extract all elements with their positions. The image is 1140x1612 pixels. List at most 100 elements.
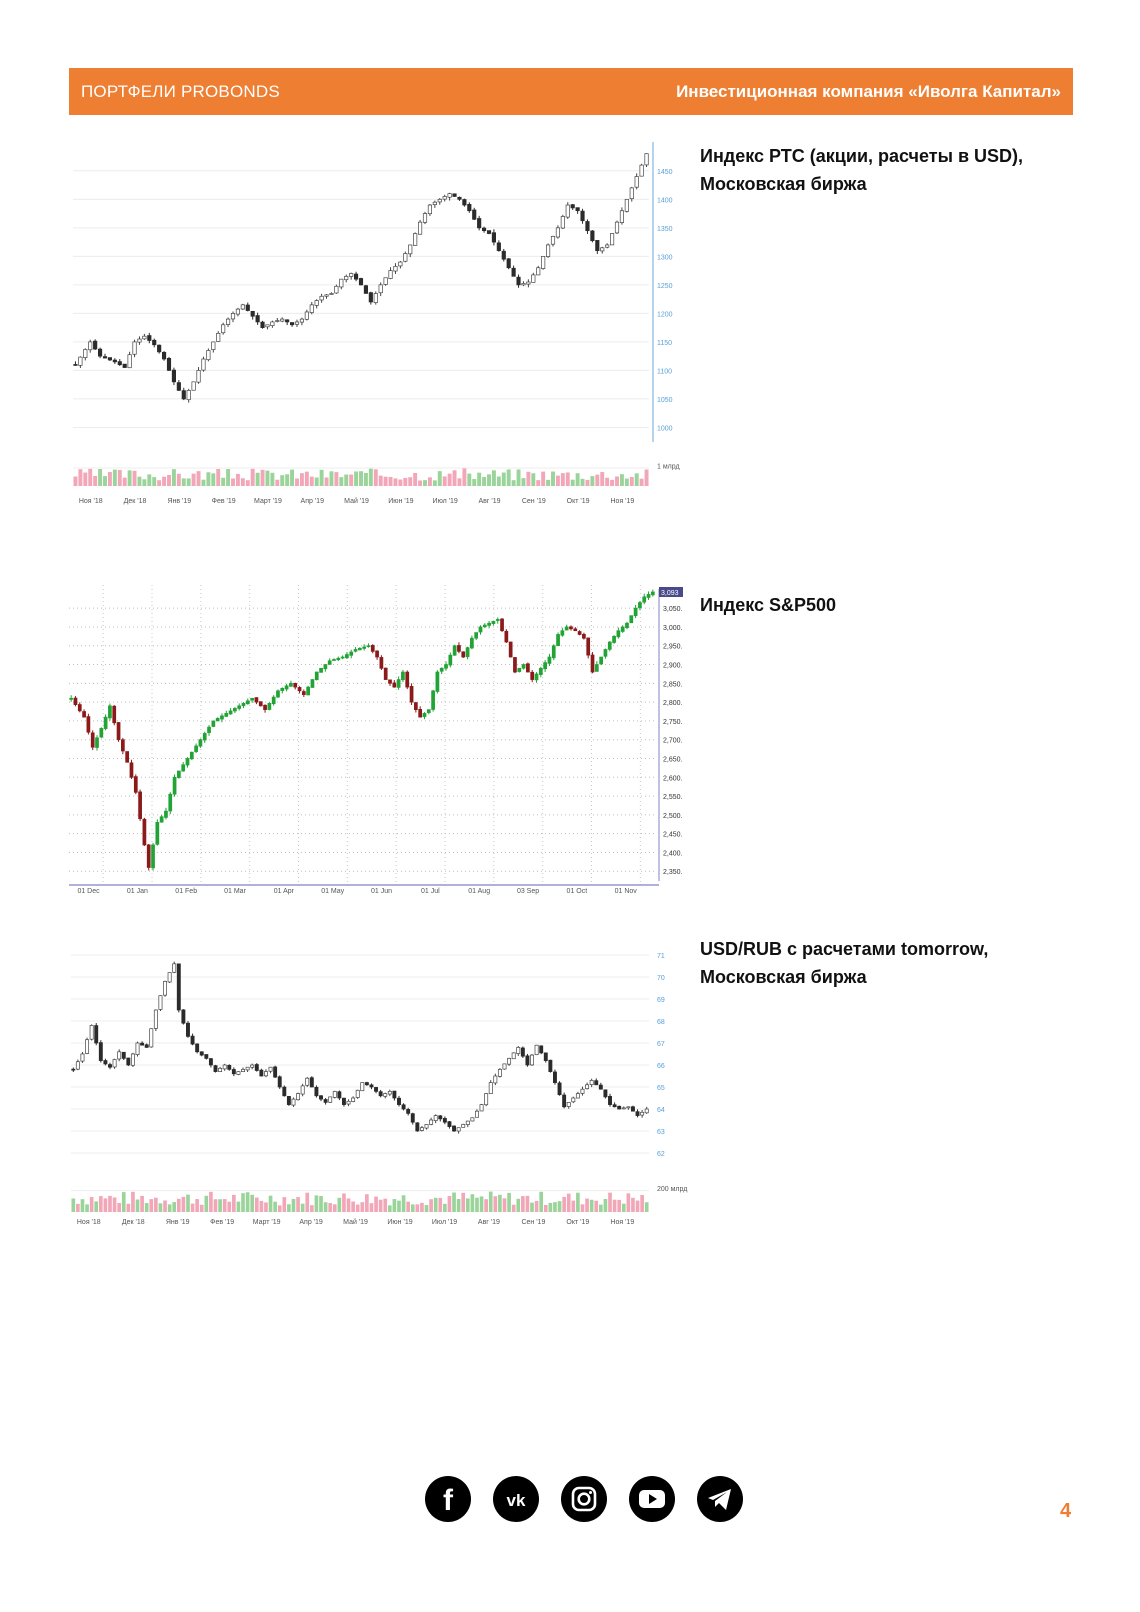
volume-bar [521, 1196, 525, 1212]
volume-bar [270, 472, 275, 486]
candle-body [408, 244, 413, 255]
candle-body [370, 645, 375, 652]
candle-body [543, 662, 547, 670]
volume-bar [603, 1198, 608, 1212]
volume-bar [121, 1192, 126, 1212]
candle-body [189, 751, 194, 760]
y-tick-label: 2,450. [663, 832, 683, 839]
volume-bar [131, 1191, 135, 1212]
candle-body [594, 664, 599, 672]
candle-body [536, 267, 541, 276]
x-tick-label: 01 Mar [224, 888, 246, 895]
candle-body [280, 687, 285, 691]
candle-body [612, 635, 616, 643]
candle-body [171, 369, 176, 383]
candle-body [511, 267, 516, 277]
instagram-icon[interactable] [561, 1476, 607, 1522]
volume-bar [363, 472, 368, 486]
candle-body [488, 1082, 493, 1095]
candle-body [461, 651, 466, 658]
candle-body [447, 1121, 452, 1127]
candle-body [560, 216, 565, 229]
volume-bar [562, 1196, 566, 1212]
volume-bar [447, 1196, 452, 1212]
volume-bar [507, 1192, 511, 1212]
candle-body [90, 732, 95, 748]
candle-body [638, 602, 642, 609]
volume-bar [245, 480, 250, 486]
volume-bar [196, 471, 201, 486]
volume-bar [383, 1198, 388, 1212]
candle-body [236, 1071, 241, 1075]
volume-bar [245, 1192, 250, 1212]
volume-bar [98, 469, 103, 486]
volume-bar [387, 1205, 392, 1212]
volume-bar [477, 472, 482, 486]
y-tick-label: 2,350. [663, 869, 683, 876]
volume-bar [496, 476, 501, 486]
volume-bar [605, 477, 610, 486]
candle-body [83, 349, 88, 358]
svg-text:vk: vk [507, 1491, 526, 1510]
candle-body [280, 318, 285, 322]
candle-body [363, 285, 368, 294]
candle-body [599, 656, 603, 665]
candle-body [319, 667, 323, 673]
volume-bar [98, 1196, 103, 1212]
candle-body [550, 236, 556, 245]
candle-body [413, 233, 418, 246]
x-tick-label: Окт '19 [567, 498, 590, 505]
candle-body [547, 656, 552, 664]
candle-body [431, 690, 435, 710]
candle-body [221, 324, 226, 334]
candle-body [548, 1059, 553, 1072]
candle-body [93, 340, 98, 350]
candle-body [301, 691, 306, 695]
volume-bar [626, 1193, 631, 1212]
volume-bar [560, 473, 565, 486]
candle-body [624, 198, 629, 212]
facebook-icon[interactable]: f [425, 1476, 471, 1522]
volume-bar [629, 476, 634, 486]
usdrub-chart: 62 63 64 65 66 67 68 69 70 71 200 млрд Ноя '18 Дек '… [69, 932, 689, 1232]
vk-icon[interactable]: vk [493, 1476, 539, 1522]
candle-body [452, 645, 457, 656]
candle-body [207, 726, 211, 733]
volume-bar [83, 472, 88, 486]
candle-body [117, 1051, 122, 1060]
volume-bar [132, 470, 137, 486]
volume-bar [408, 477, 413, 486]
volume-bar [487, 474, 491, 486]
candle-body [245, 1066, 250, 1071]
volume-bar [452, 1192, 456, 1212]
x-tick-label: 01 Jul [421, 888, 440, 895]
candle-body [456, 1127, 461, 1132]
volume-bar [378, 475, 383, 486]
candle-body [472, 209, 477, 220]
volume-bar [493, 1196, 498, 1212]
candle-body [392, 1090, 397, 1099]
candle-body [501, 250, 506, 260]
volume-bar [344, 474, 349, 486]
candle-body [378, 1091, 383, 1097]
volume-bar [570, 479, 575, 486]
volume-bar [80, 1199, 85, 1212]
candle-body [406, 1109, 411, 1114]
volume-bar [462, 468, 467, 486]
candle-body [270, 321, 275, 326]
volume-bar [420, 1202, 424, 1212]
volume-bar [437, 471, 442, 486]
candle-body [629, 615, 634, 624]
volume-bar [479, 1196, 484, 1212]
volume-bar [644, 469, 649, 486]
volume-bar [264, 1202, 268, 1212]
volume-bar [342, 1193, 346, 1212]
volume-bar [299, 473, 304, 486]
volume-bar [287, 1204, 291, 1212]
candle-body [543, 1052, 548, 1061]
candle-body [195, 1043, 200, 1053]
volume-bar [590, 476, 595, 486]
y-tick-label: 2,500. [663, 813, 683, 820]
youtube-icon[interactable] [629, 1476, 675, 1522]
telegram-icon[interactable] [697, 1476, 743, 1522]
